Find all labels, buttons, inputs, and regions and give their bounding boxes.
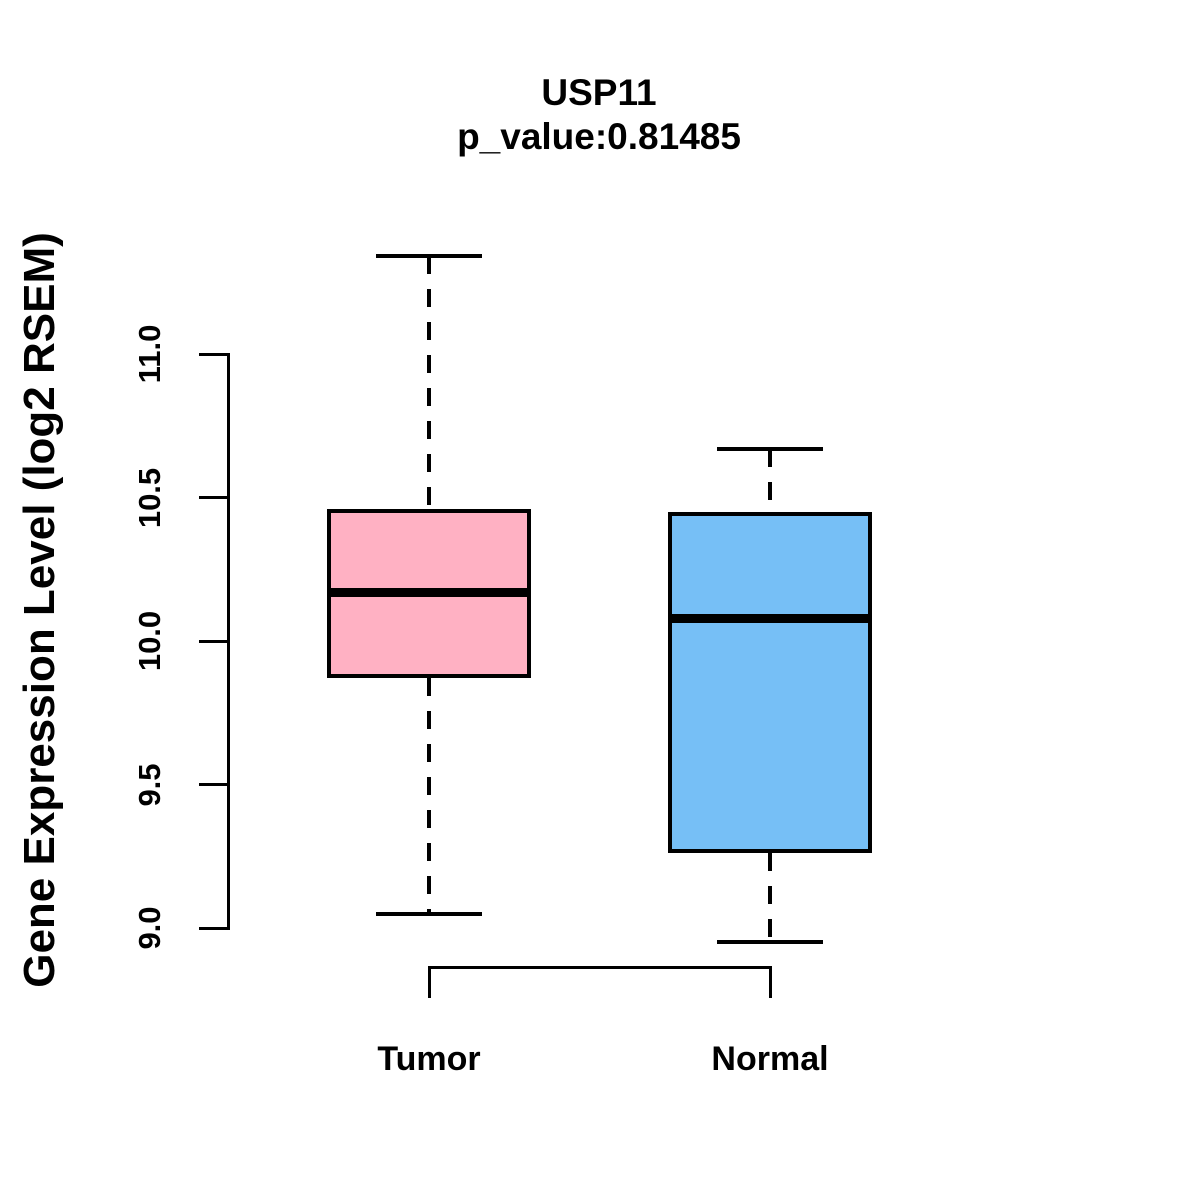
y-axis-line xyxy=(227,353,230,930)
y-axis-tick-label: 9.0 xyxy=(132,906,167,950)
x-category-label-tumor: Tumor xyxy=(377,1040,481,1078)
y-axis-tick xyxy=(199,926,227,930)
median-line-normal xyxy=(668,613,872,623)
chart-title-block: USP11 p_value:0.81485 xyxy=(0,72,1198,158)
whisker-line-lower-tumor xyxy=(427,678,431,914)
y-axis-tick xyxy=(199,496,227,499)
chart-subtitle-pvalue: p_value:0.81485 xyxy=(457,116,741,157)
chart-title: USP11 xyxy=(541,72,657,113)
whisker-cap-lower-tumor xyxy=(376,911,482,916)
y-axis-tick xyxy=(199,783,227,786)
whisker-cap-upper-normal xyxy=(717,446,823,451)
y-axis-tick-label: 10.0 xyxy=(132,610,167,672)
y-axis-tick-label: 10.5 xyxy=(132,467,167,528)
whisker-line-upper-tumor xyxy=(427,256,431,509)
median-line-tumor xyxy=(327,587,531,597)
y-axis-tick xyxy=(199,352,227,356)
whisker-cap-lower-normal xyxy=(717,940,823,945)
box-normal xyxy=(668,511,872,854)
y-axis-tick-label: 9.5 xyxy=(132,762,167,807)
whisker-line-lower-normal xyxy=(768,853,772,943)
x-category-label-normal: Normal xyxy=(711,1040,829,1078)
whisker-cap-upper-tumor xyxy=(376,254,482,259)
y-axis-tick xyxy=(199,639,227,643)
y-axis-tick-label: 11.0 xyxy=(132,324,167,384)
x-axis-line xyxy=(429,966,770,969)
whisker-line-upper-normal xyxy=(768,448,772,512)
x-axis-tick-normal xyxy=(768,966,772,998)
x-axis-tick-tumor xyxy=(427,966,431,998)
